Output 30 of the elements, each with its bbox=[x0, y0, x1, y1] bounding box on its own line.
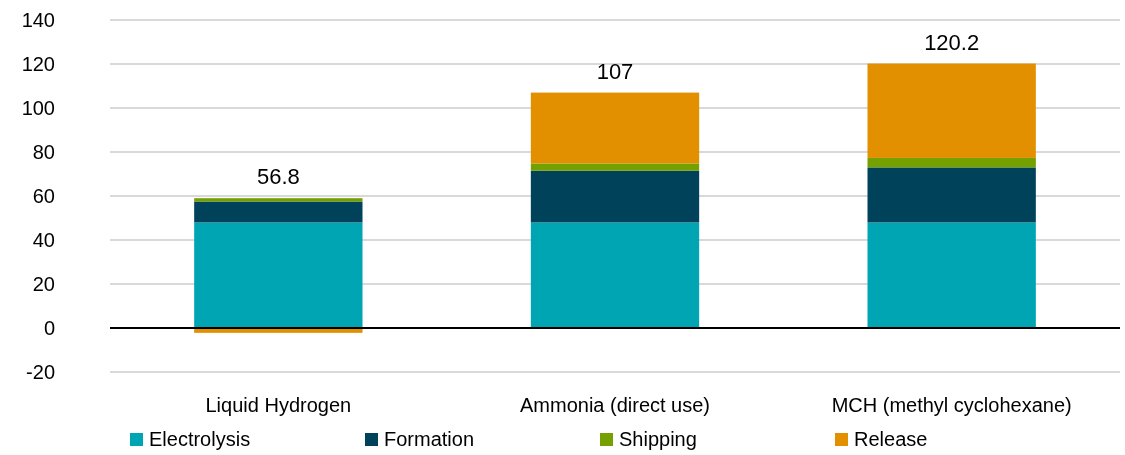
bar bbox=[194, 198, 363, 202]
bar bbox=[530, 92, 700, 164]
y-tick-label: -20 bbox=[26, 361, 55, 383]
y-tick-label: 140 bbox=[21, 9, 55, 31]
y-tick-label: 60 bbox=[32, 185, 55, 207]
bar bbox=[867, 167, 1036, 223]
x-tick-label: Ammonia (direct use) bbox=[519, 394, 711, 416]
y-tick-label: 100 bbox=[21, 97, 55, 119]
total-label: 56.8 bbox=[256, 164, 300, 190]
bar bbox=[867, 222, 1036, 328]
y-tick-label: 0 bbox=[43, 317, 55, 339]
y-tick-label: 80 bbox=[32, 141, 55, 163]
bar bbox=[867, 63, 1036, 158]
bar bbox=[194, 222, 363, 328]
total-label: 120.2 bbox=[924, 29, 980, 55]
bar bbox=[530, 170, 700, 223]
y-tick-label: 40 bbox=[32, 229, 55, 251]
legend-label: Shipping bbox=[619, 428, 697, 450]
total-label: 107 bbox=[596, 58, 634, 84]
legend-label: Release bbox=[854, 428, 928, 450]
x-tick-label: Liquid Hydrogen bbox=[205, 394, 352, 416]
bar bbox=[530, 163, 700, 171]
y-tick-label: 120 bbox=[21, 53, 55, 75]
x-tick-label: MCH (methyl cyclohexane) bbox=[831, 394, 1072, 416]
bar bbox=[194, 201, 363, 223]
bar bbox=[867, 157, 1036, 168]
legend-label: Electrolysis bbox=[149, 428, 251, 450]
y-tick-label: 20 bbox=[32, 273, 55, 295]
legend-label: Formation bbox=[384, 428, 475, 450]
bar bbox=[530, 222, 700, 328]
